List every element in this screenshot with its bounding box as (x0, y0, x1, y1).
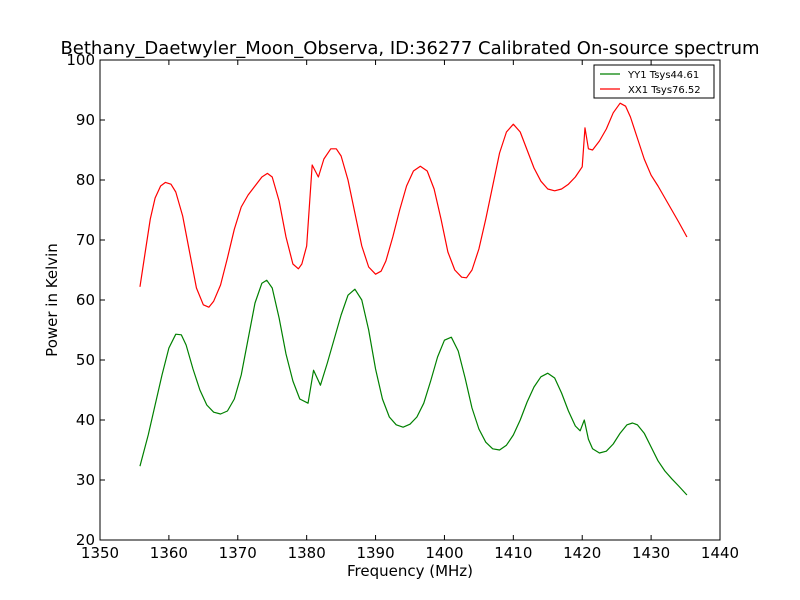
legend: YY1 Tsys44.61 XX1 Tsys76.52 (593, 64, 715, 99)
x-tick-label: 1370 (219, 544, 257, 562)
y-tick-label: 40 (76, 411, 95, 429)
y-tick-label: 50 (76, 351, 95, 369)
y-tick-label: 60 (76, 291, 95, 309)
x-tick-label: 1420 (563, 544, 601, 562)
legend-label-2: XX1 Tsys76.52 (628, 85, 701, 96)
x-tick-label: 1410 (494, 544, 532, 562)
chart-title: Bethany_Daetwyler_Moon_Observa, ID:36277… (60, 38, 759, 59)
y-axis-label: Power in Kelvin (43, 243, 61, 357)
y-tick-label: 80 (76, 171, 95, 189)
x-tick-label: 1380 (288, 544, 326, 562)
x-tick-label: 1400 (425, 544, 463, 562)
y-tick-label: 30 (76, 471, 95, 489)
x-tick-label: 1440 (701, 544, 739, 562)
legend-box (593, 64, 715, 99)
series-line-1 (139, 279, 688, 496)
series-line-2 (139, 102, 688, 308)
y-tick-label: 70 (76, 231, 95, 249)
axis-ticks: 1350 1360 1370 1380 1390 1400 1410 1420 1430 1440… (66, 51, 739, 562)
x-axis-label: Frequency (MHz) (347, 562, 473, 580)
x-tick-label: 1430 (632, 544, 670, 562)
y-tick-label: 100 (66, 51, 95, 69)
y-tick-label: 20 (76, 531, 95, 549)
x-tick-label: 1390 (356, 544, 394, 562)
legend-label-1: YY1 Tsys44.61 (627, 70, 699, 81)
y-tick-label: 90 (76, 111, 95, 129)
x-tick-label: 1360 (150, 544, 188, 562)
x-tick-label: 1350 (81, 544, 119, 562)
series-layer (139, 102, 688, 496)
